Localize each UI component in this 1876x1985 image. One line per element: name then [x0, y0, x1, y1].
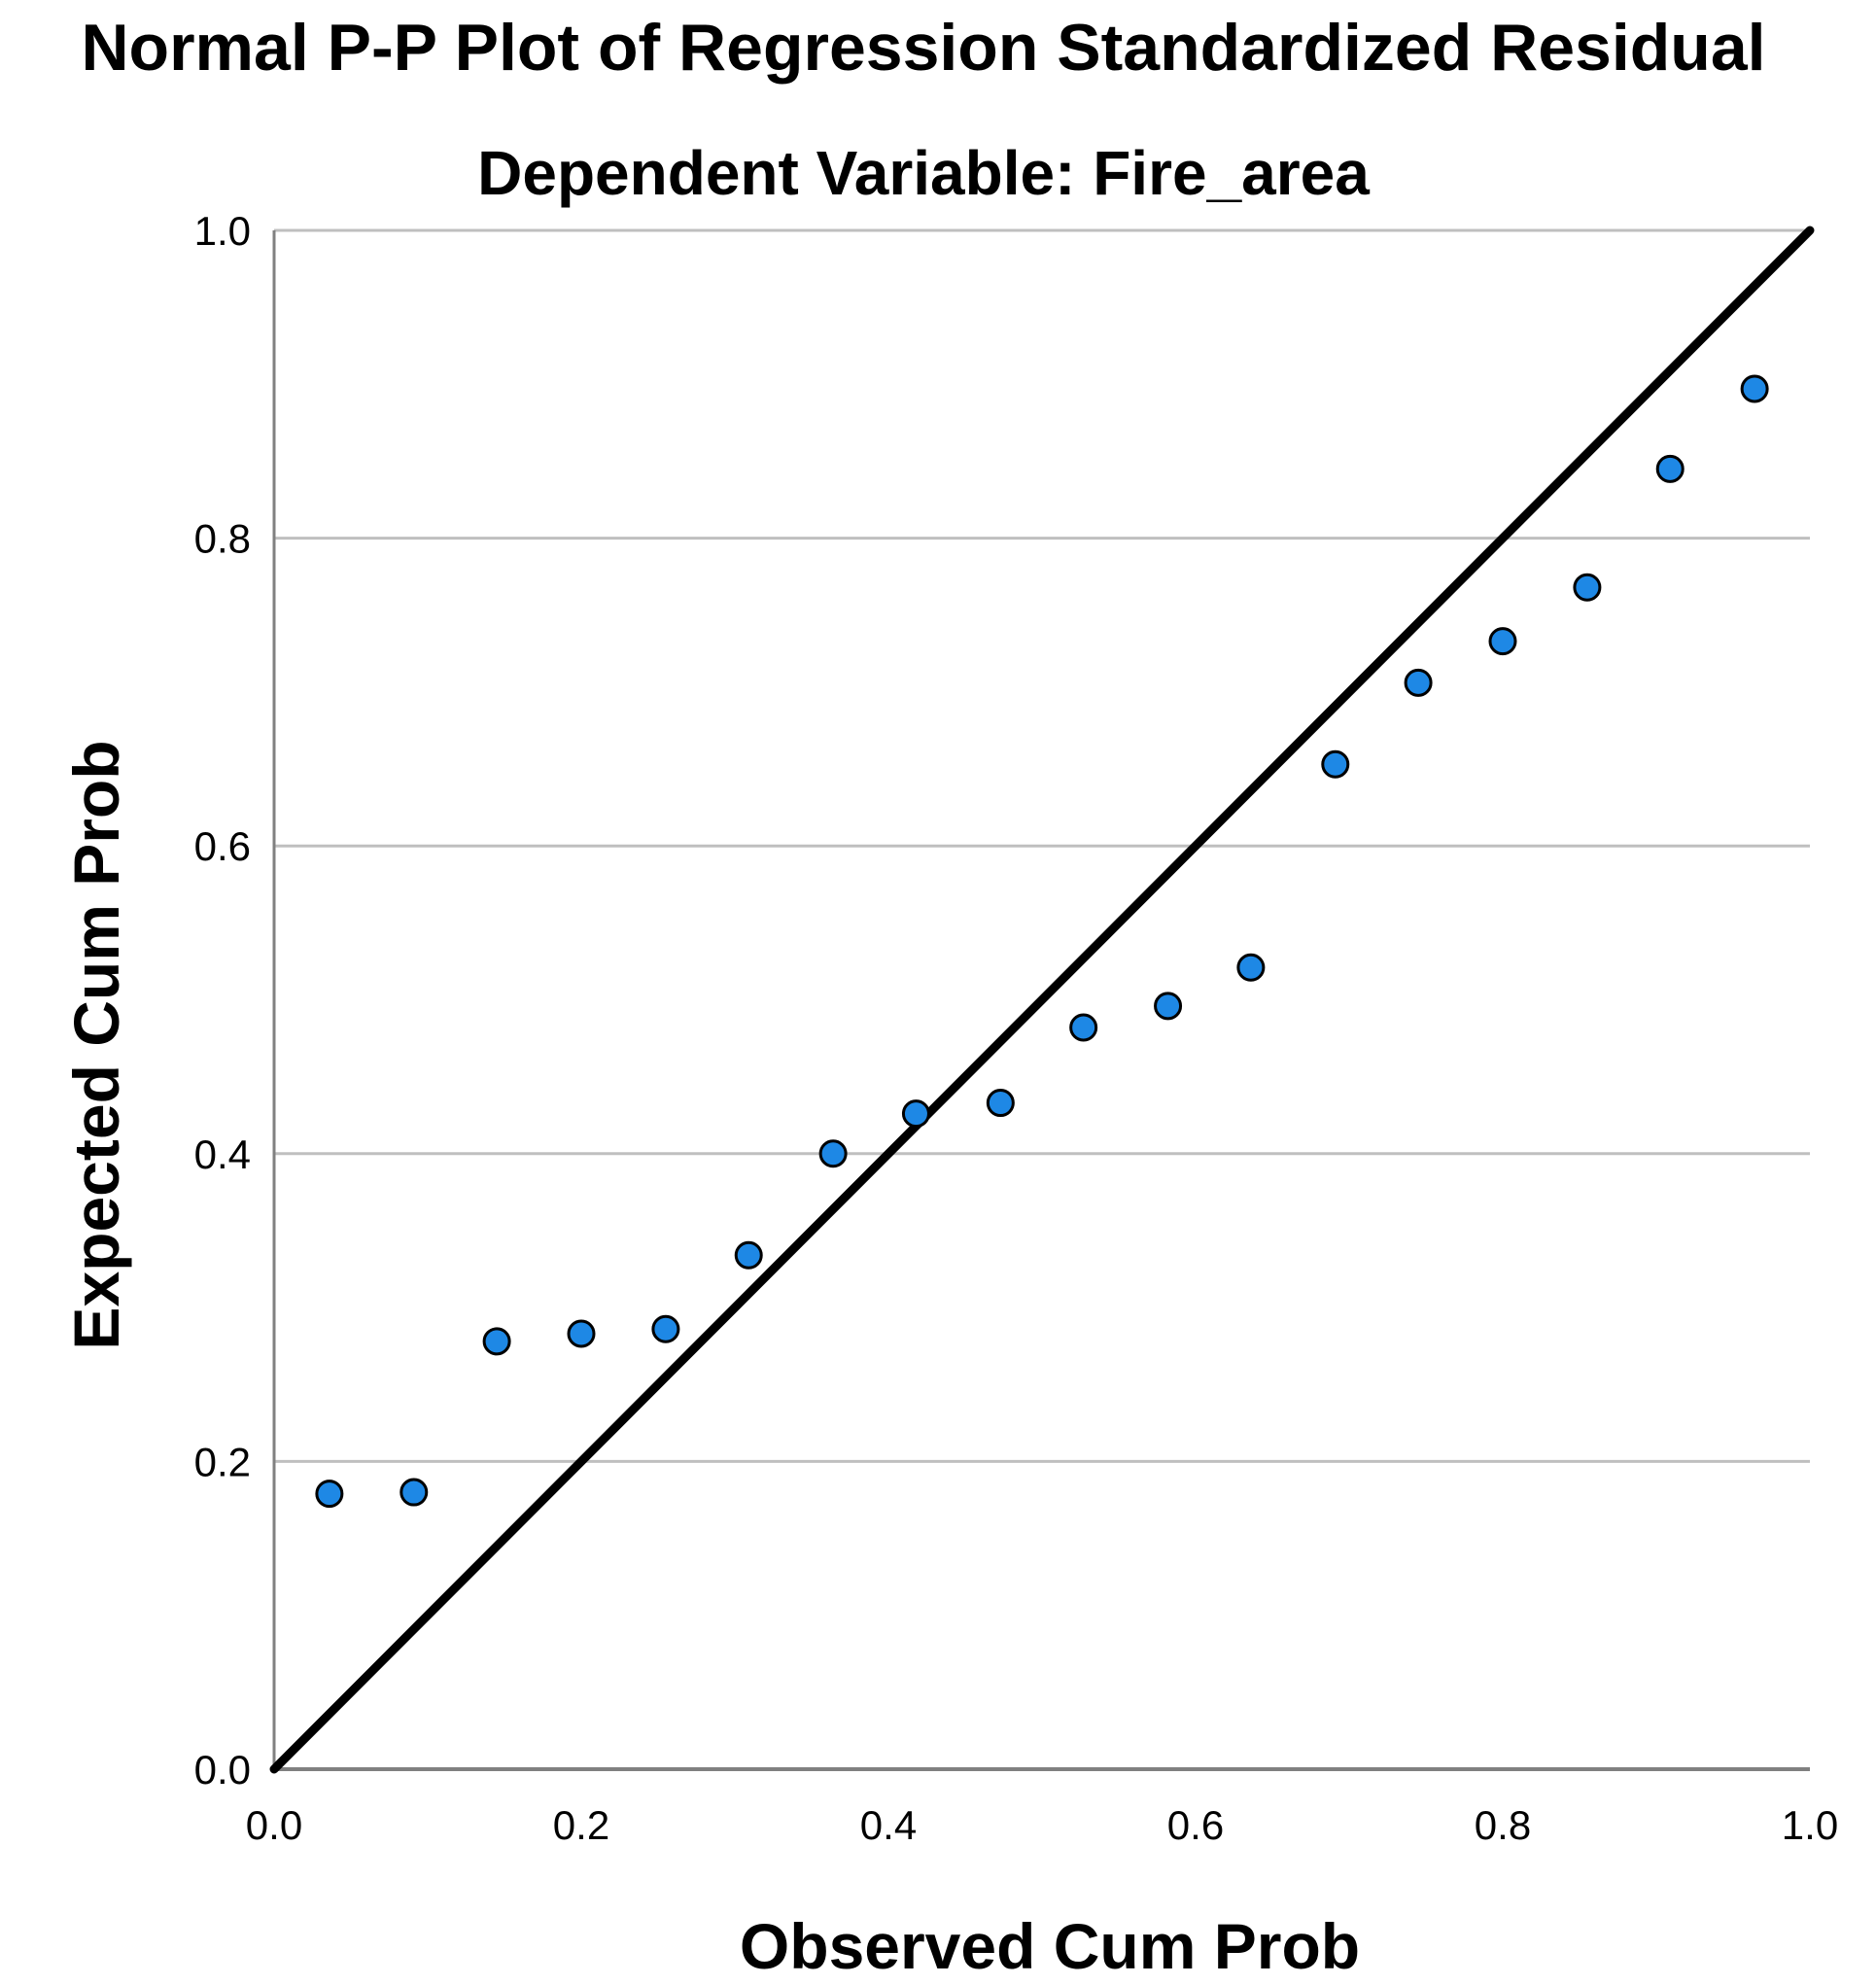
chart-title: Normal P-P Plot of Regression Standardiz…	[81, 11, 1765, 85]
data-point-12	[1236, 953, 1266, 982]
data-point-18	[1740, 374, 1769, 403]
x-tick-label-2: 0.4	[860, 1802, 917, 1848]
x-tick-label-5: 1.0	[1782, 1802, 1838, 1848]
x-axis-label: Observed Cum Prob	[740, 1910, 1360, 1982]
x-tick-label-3: 0.6	[1167, 1802, 1224, 1848]
data-point-2	[400, 1478, 429, 1507]
y-tick-label-5: 1.0	[194, 208, 251, 254]
y-tick-label-1: 0.2	[194, 1439, 251, 1484]
data-point-8	[901, 1099, 930, 1129]
y-tick-label-2: 0.4	[194, 1132, 251, 1177]
data-point-5	[651, 1314, 680, 1343]
chart-subtitle: Dependent Variable: Fire_area	[477, 138, 1370, 208]
data-point-14	[1404, 668, 1433, 697]
y-tick-label-4: 0.8	[194, 516, 251, 562]
data-points	[315, 374, 1769, 1509]
data-point-9	[986, 1089, 1015, 1118]
y-tick-labels: 0.0 0.2 0.4 0.6 0.8 1.0	[194, 208, 251, 1793]
data-point-13	[1321, 749, 1350, 779]
gridlines	[274, 228, 1810, 1463]
x-tick-label-4: 0.8	[1475, 1802, 1531, 1848]
x-tick-label-1: 0.2	[553, 1802, 609, 1848]
reference-line-group	[269, 226, 1815, 1774]
y-axis-label: Expected Cum Prob	[60, 740, 132, 1349]
axes	[272, 230, 1810, 1771]
data-point-15	[1488, 627, 1517, 656]
data-point-7	[818, 1139, 848, 1168]
data-point-16	[1573, 573, 1602, 602]
data-point-11	[1154, 992, 1183, 1021]
x-tick-label-0: 0.0	[246, 1802, 302, 1848]
data-point-17	[1655, 454, 1685, 483]
y-tick-label-3: 0.6	[194, 823, 251, 869]
data-point-3	[482, 1327, 511, 1356]
data-point-4	[567, 1319, 596, 1348]
data-point-6	[734, 1240, 763, 1270]
y-tick-label-0: 0.0	[194, 1747, 251, 1793]
data-point-1	[315, 1480, 344, 1509]
data-point-10	[1069, 1013, 1098, 1042]
x-tick-labels: 0.0 0.2 0.4 0.6 0.8 1.0	[246, 1802, 1838, 1848]
reference-line	[269, 226, 1815, 1774]
